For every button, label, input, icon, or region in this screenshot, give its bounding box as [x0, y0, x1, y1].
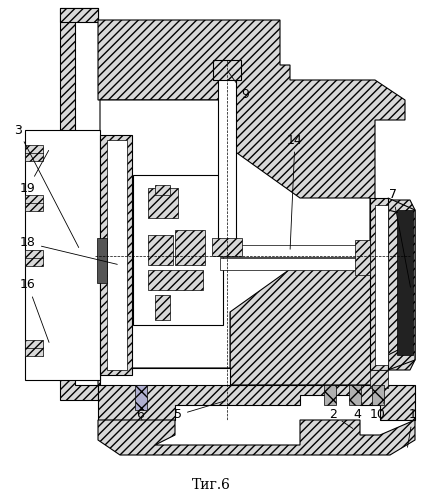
Bar — [212, 238, 242, 256]
Bar — [135, 385, 147, 410]
Polygon shape — [98, 20, 415, 385]
Bar — [100, 135, 132, 375]
Text: 19: 19 — [20, 150, 49, 194]
Bar — [220, 258, 368, 270]
Bar — [355, 240, 370, 275]
Polygon shape — [60, 8, 98, 400]
Bar — [100, 368, 230, 386]
Bar — [397, 210, 413, 355]
Bar — [213, 60, 241, 80]
Bar — [133, 175, 223, 325]
Bar — [220, 245, 368, 257]
Bar — [375, 205, 388, 365]
Bar — [370, 370, 388, 388]
Bar — [148, 188, 178, 218]
Bar — [25, 250, 43, 266]
Bar — [97, 238, 107, 283]
Text: 7: 7 — [389, 188, 410, 288]
Bar — [148, 235, 173, 265]
Bar — [324, 385, 336, 405]
Bar — [155, 185, 170, 195]
Text: 2: 2 — [329, 408, 353, 428]
Polygon shape — [388, 198, 415, 370]
Text: 6: 6 — [136, 408, 144, 422]
Text: 9: 9 — [228, 72, 249, 102]
Polygon shape — [98, 420, 415, 455]
Text: 4: 4 — [353, 402, 362, 421]
Polygon shape — [98, 385, 415, 420]
Text: 14: 14 — [287, 134, 303, 249]
Text: 10: 10 — [370, 402, 386, 421]
Bar — [370, 198, 388, 370]
Bar — [349, 385, 361, 405]
Polygon shape — [100, 100, 370, 368]
Text: 16: 16 — [20, 278, 49, 342]
Bar — [148, 270, 203, 290]
Bar — [25, 340, 43, 356]
Text: 5: 5 — [174, 401, 225, 421]
Text: Τиг.6: Τиг.6 — [192, 478, 231, 492]
Bar — [175, 230, 205, 265]
Bar — [25, 145, 43, 161]
Bar — [218, 65, 236, 245]
Bar — [372, 385, 384, 405]
Bar — [60, 8, 98, 22]
Text: 1: 1 — [407, 408, 417, 448]
Text: 18: 18 — [20, 236, 117, 264]
Bar — [107, 140, 127, 370]
Bar — [155, 295, 170, 320]
Text: 3: 3 — [14, 124, 79, 248]
Bar — [25, 130, 100, 380]
Bar — [25, 195, 43, 211]
